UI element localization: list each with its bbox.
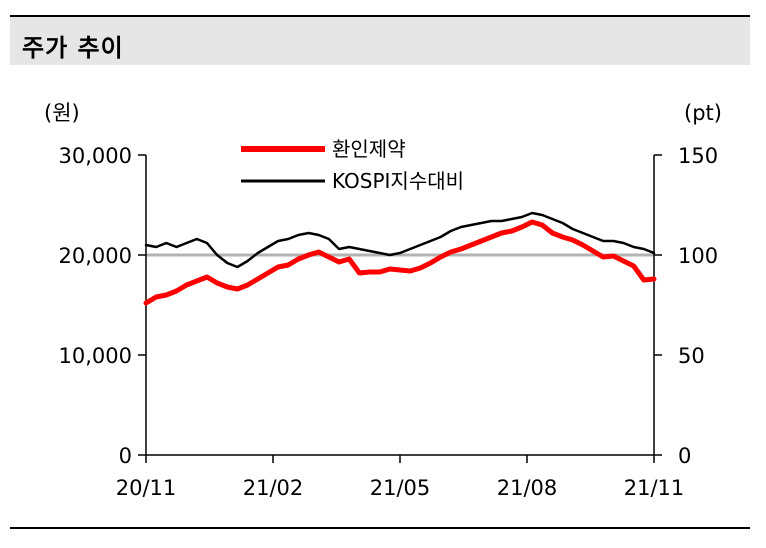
series-line-1 bbox=[144, 211, 656, 269]
right-tick-label: 0 bbox=[678, 444, 691, 468]
left-tick-label: 20,000 bbox=[59, 244, 132, 268]
x-tick-label: 21/02 bbox=[243, 476, 304, 500]
right-tick-label: 150 bbox=[678, 144, 718, 168]
legend-label-1: KOSPI지수대비 bbox=[332, 169, 464, 193]
title-bar: 주가 추이 bbox=[10, 17, 750, 65]
right-tick-label: 50 bbox=[678, 344, 705, 368]
right-tick-label: 100 bbox=[678, 244, 718, 268]
x-tick-label: 21/08 bbox=[497, 476, 558, 500]
left-tick-label: 30,000 bbox=[59, 144, 132, 168]
x-tick-label: 20/11 bbox=[116, 476, 177, 500]
left-tick-label: 0 bbox=[119, 444, 132, 468]
series-layer bbox=[143, 211, 657, 306]
page-title: 주가 추이 bbox=[22, 34, 124, 62]
bottom-rule bbox=[10, 527, 750, 529]
x-tick-label: 21/05 bbox=[370, 476, 431, 500]
left-axis-unit: (원) bbox=[44, 101, 80, 125]
axes: 0 10,000 20,000 30,000 0 50 100 150 20/11 21/02 21… bbox=[59, 144, 719, 500]
legend: 환인제약 KOSPI지수대비 bbox=[241, 137, 464, 193]
right-axis-unit: (pt) bbox=[684, 101, 722, 125]
x-tick-label: 21/11 bbox=[624, 476, 685, 500]
left-tick-label: 10,000 bbox=[59, 344, 132, 368]
legend-label-0: 환인제약 bbox=[332, 137, 406, 161]
series-line-0 bbox=[143, 219, 657, 306]
top-rule bbox=[10, 15, 750, 17]
